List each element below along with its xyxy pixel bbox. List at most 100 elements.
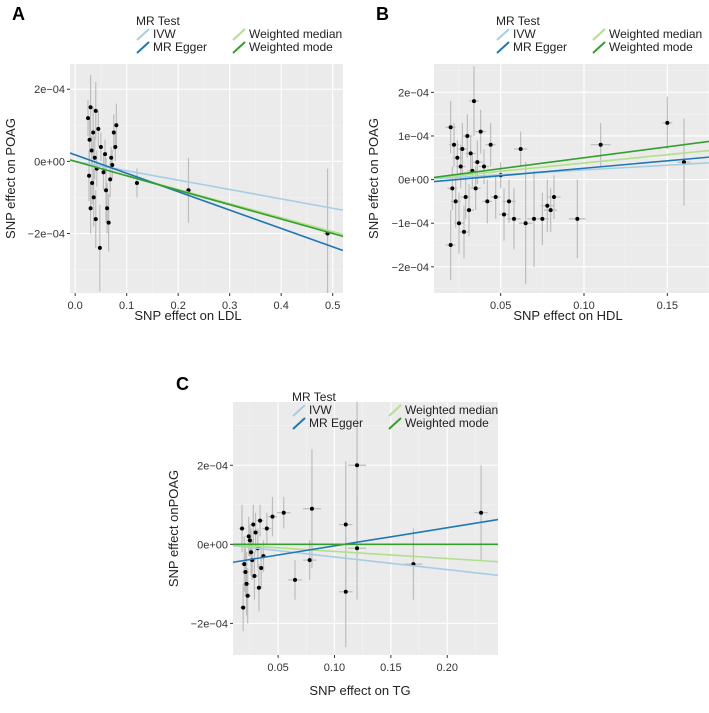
y-tick-label: 0e+00 — [398, 175, 429, 187]
mr-lines — [434, 140, 709, 183]
data-point — [244, 581, 249, 586]
line-mr-egger — [434, 156, 709, 183]
data-point — [264, 526, 269, 531]
data-point — [101, 170, 106, 175]
legend-key-mr-egger — [496, 41, 510, 54]
line-weighted-median — [434, 149, 709, 179]
data-point — [473, 186, 478, 191]
x-tick-label: 0.4 — [274, 300, 289, 312]
x-tick-label: 0.10 — [573, 300, 594, 312]
x-tick-label: 0.10 — [324, 662, 345, 674]
panel-letter: A — [12, 4, 25, 24]
x-axis-title: SNP effect on HDL — [513, 308, 622, 323]
y-axis-title: SNP effect on POAG — [3, 118, 18, 239]
data-point — [256, 585, 261, 590]
legend-key-ivw — [292, 404, 306, 417]
data-point — [523, 221, 528, 226]
data-point — [493, 195, 498, 200]
legend-label: Weighted median — [609, 27, 702, 41]
data-point — [114, 123, 119, 128]
data-point — [452, 142, 456, 147]
y-tick-label: −2e−04 — [191, 618, 228, 630]
data-point — [532, 216, 536, 221]
data-point — [259, 566, 264, 571]
data-point — [309, 506, 314, 511]
data-point — [245, 593, 250, 598]
data-point — [478, 129, 483, 134]
plot-background — [70, 64, 343, 293]
data-point — [458, 164, 463, 169]
data-point — [467, 208, 471, 213]
data-point — [106, 220, 111, 225]
data-point — [465, 133, 470, 138]
data-points — [445, 66, 691, 285]
data-point — [93, 217, 98, 222]
data-point — [87, 137, 92, 142]
line-weighted-mode — [70, 159, 343, 238]
data-point — [90, 181, 95, 186]
legend-label: Weighted mode — [249, 40, 333, 54]
data-point — [134, 181, 139, 186]
plot-background — [233, 402, 498, 655]
data-point — [450, 186, 455, 191]
data-point — [242, 562, 247, 567]
legend-key-ivw — [136, 28, 150, 41]
x-tick-label: 0.15 — [657, 300, 678, 312]
data-point — [241, 605, 246, 610]
panel-letter: B — [376, 4, 389, 24]
panel-c: 0.05 0.10 0.15 0.20 2e−04 0e+00 −2e−04 SNP effe… — [166, 374, 498, 698]
x-axis-title: SNP effect on LDL — [134, 308, 241, 323]
data-point — [518, 147, 523, 152]
x-tick-label: 0.2 — [171, 300, 186, 312]
legend-label: Weighted median — [249, 27, 342, 41]
panel-b: 0.05 0.10 0.15 2e−04 1e−04 0e+00 −1e−04 −2e−04 S… — [366, 4, 709, 323]
data-point — [293, 577, 298, 582]
y-tick-label: 2e−04 — [398, 87, 429, 99]
y-axis-title: SNP effect onPOAG — [166, 470, 181, 587]
data-points — [86, 74, 332, 293]
legend-label: MR Egger — [153, 40, 207, 54]
data-point — [502, 212, 506, 217]
data-point — [109, 155, 114, 160]
data-point — [251, 522, 256, 527]
data-point — [96, 126, 101, 131]
line-mr-egger — [233, 518, 498, 564]
data-point — [108, 177, 113, 182]
data-point — [540, 216, 545, 221]
y-tick-label: 0e+00 — [34, 156, 65, 168]
data-point — [86, 116, 91, 121]
y-axis-title: SNP effect on POAG — [366, 118, 381, 239]
mr-lines — [70, 152, 343, 252]
line-ivw — [434, 161, 709, 180]
data-point — [512, 216, 516, 221]
data-point — [462, 229, 466, 234]
panel-a: 0.0 0.1 0.2 0.3 0.4 0.5 2e−04 0e+00 −2e−04 SNP ef… — [3, 4, 343, 323]
data-point — [552, 195, 556, 200]
data-point — [545, 203, 550, 208]
x-axis-title: SNP effect on TG — [309, 683, 410, 698]
data-point — [87, 173, 92, 178]
data-point — [468, 151, 473, 156]
data-point — [270, 514, 275, 519]
data-point — [355, 546, 360, 551]
data-point — [448, 125, 453, 130]
x-tick-label: 0.05 — [267, 662, 288, 674]
data-point — [91, 130, 96, 135]
data-point — [92, 155, 97, 160]
data-point — [460, 147, 465, 152]
legend-title: MR Test — [136, 14, 180, 28]
data-point — [113, 144, 118, 149]
legend-key-weighted-median — [388, 404, 402, 417]
line-weighted-median — [233, 544, 498, 563]
data-point — [457, 221, 461, 226]
data-point — [246, 534, 251, 539]
data-point — [91, 195, 96, 200]
data-point — [111, 130, 116, 135]
legend-key-mr-egger — [292, 417, 306, 430]
y-tick-label: 2e−04 — [34, 84, 65, 96]
legend-key-weighted-mode — [232, 41, 246, 54]
legend-label: Weighted median — [405, 403, 498, 417]
data-point — [105, 206, 110, 211]
data-point — [252, 573, 257, 578]
